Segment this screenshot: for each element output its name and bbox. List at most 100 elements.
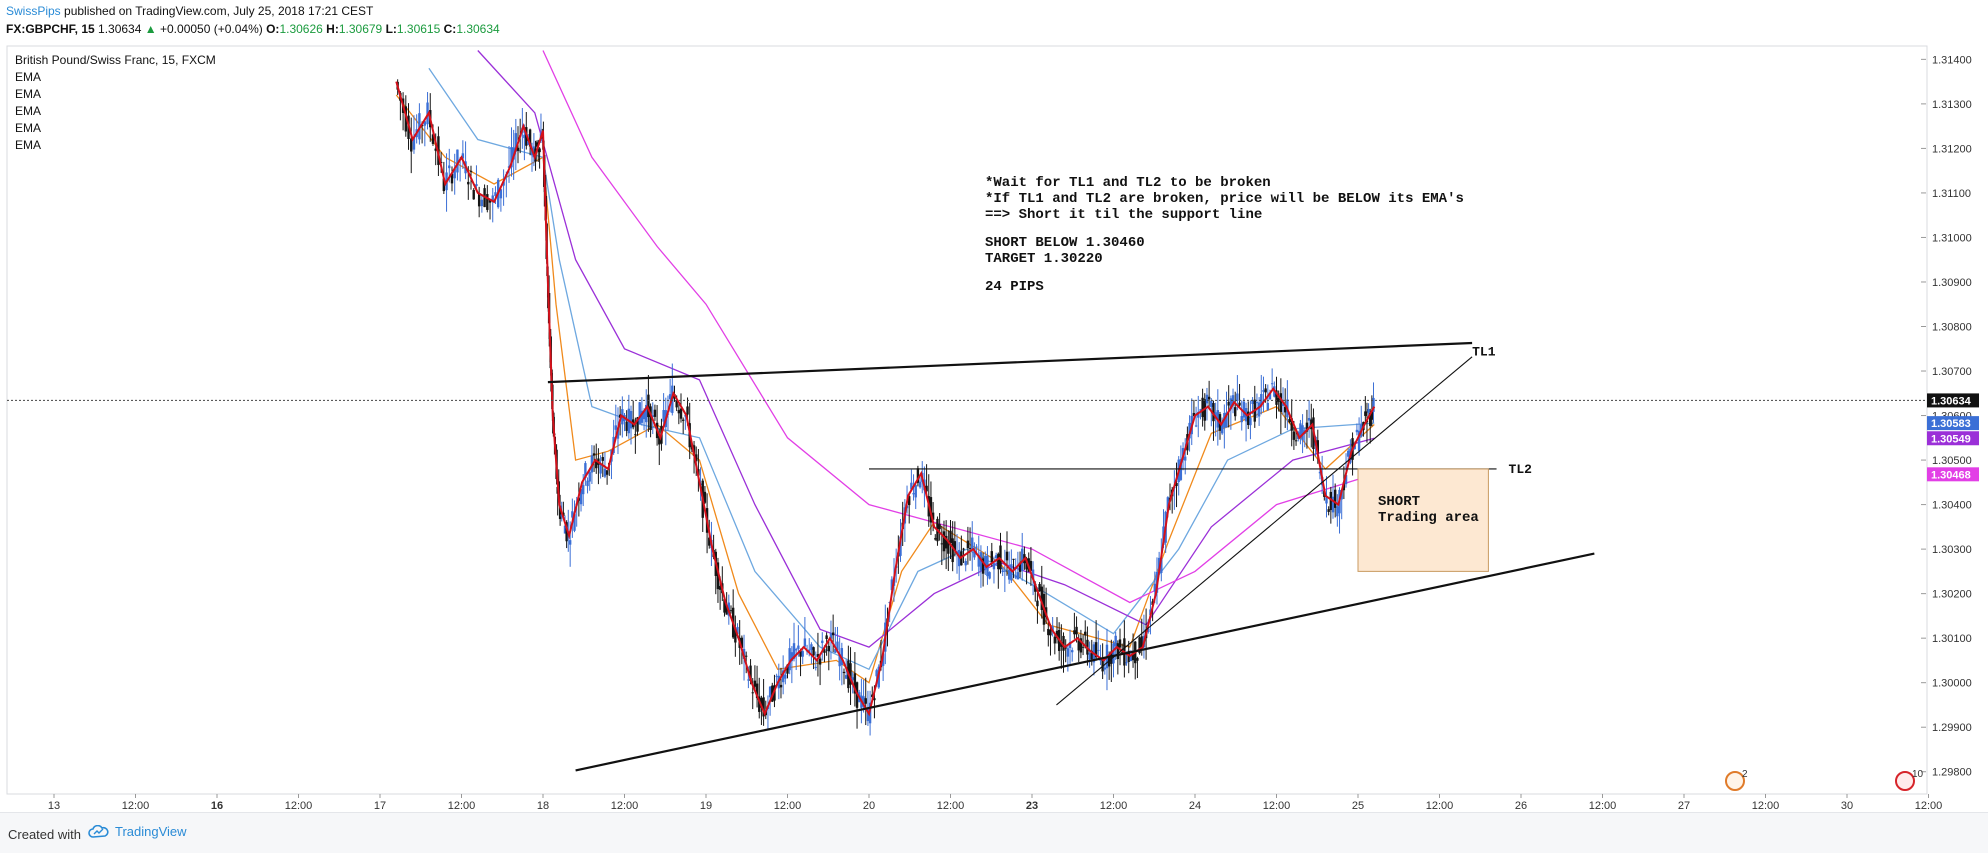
- price-tick-label: 1.30400: [1932, 500, 1972, 512]
- legend-ema-4[interactable]: EMA: [15, 121, 41, 135]
- candle-body: [775, 675, 778, 677]
- candle-body: [1079, 638, 1083, 653]
- price-axis[interactable]: 1.31400 1.31300 1.31200 1.31100 1.31000 1.309…: [1921, 54, 1979, 779]
- candle-body: [658, 435, 661, 445]
- candle-body: [1220, 422, 1224, 434]
- candle-body: [1242, 401, 1246, 418]
- ema-line-4: [542, 50, 1375, 604]
- legend-ema-5[interactable]: EMA: [15, 138, 41, 152]
- candle-body: [797, 645, 800, 649]
- candle-body: [1147, 628, 1150, 633]
- time-tick-label: 17: [374, 800, 386, 812]
- candle-body: [864, 698, 867, 704]
- candle-body: [1125, 662, 1128, 664]
- candle-body: [1255, 402, 1259, 404]
- price-tag: [1927, 393, 1979, 408]
- candle-body: [423, 121, 427, 126]
- candle-body: [472, 189, 475, 200]
- price-chart[interactable]: 1.31400 1.31300 1.31200 1.31100 1.31000 1.309…: [0, 40, 1988, 812]
- time-axis[interactable]: 13 12:00 16 12:00 17 12:00 18 12:00 19 12:00 20 12:…: [48, 794, 1942, 812]
- candle-body: [686, 406, 689, 415]
- legend-ema-1[interactable]: EMA: [15, 70, 41, 84]
- short-zone[interactable]: SHORT Trading area: [1357, 468, 1489, 572]
- event-badge-2-icon[interactable]: [1895, 771, 1915, 791]
- candle-body: [1227, 401, 1230, 406]
- event-badges[interactable]: 2 10: [1725, 769, 1924, 791]
- candle-body: [1307, 417, 1311, 421]
- tradingview-cloud-icon: [88, 824, 109, 838]
- candle-body: [1238, 402, 1241, 406]
- trendline-resistance[interactable]: [547, 341, 1473, 384]
- candle-body: [1329, 491, 1333, 511]
- short-zone-box[interactable]: [1357, 468, 1489, 572]
- candle-body: [1153, 583, 1156, 592]
- trendline-rising-trend[interactable]: [1056, 356, 1473, 706]
- open-label: O:: [266, 22, 280, 36]
- candle-body: [953, 541, 957, 551]
- time-tick-label: 26: [1515, 800, 1527, 812]
- candle-body: [1331, 496, 1335, 513]
- candle-body: [514, 133, 518, 152]
- candle-body: [448, 165, 451, 169]
- zone-label-short: SHORT: [1378, 494, 1420, 510]
- candle-body: [840, 648, 844, 666]
- candle-body: [827, 645, 830, 652]
- author-link[interactable]: SwissPips: [6, 4, 61, 18]
- candle-body: [1210, 400, 1213, 407]
- candle-body: [1336, 506, 1339, 517]
- candle-body: [1068, 642, 1072, 648]
- candle-body: [834, 649, 837, 653]
- candle-body: [988, 572, 991, 579]
- candle-body: [1327, 509, 1330, 512]
- chart-legend: British Pound/Swiss Franc, 15, FXCM EMA …: [15, 53, 216, 152]
- candle-body: [729, 610, 733, 612]
- candle-body: [491, 195, 494, 202]
- candle-body: [1294, 440, 1298, 442]
- legend-ema-3[interactable]: EMA: [15, 104, 41, 118]
- candle-body: [679, 408, 683, 419]
- candle-body: [736, 626, 739, 635]
- trade-note: *Wait for TL1 and TL2 to be broken *If T…: [985, 175, 1464, 295]
- candle-body: [584, 463, 587, 478]
- trendline-support[interactable]: [575, 552, 1595, 772]
- candle-body: [977, 555, 980, 567]
- candle-body: [1260, 394, 1263, 407]
- candle-body: [1066, 648, 1070, 657]
- candle-body: [1088, 653, 1091, 660]
- candle-body: [1367, 409, 1370, 413]
- candle-body: [1010, 564, 1013, 581]
- event-badge-1-count: 2: [1742, 769, 1748, 780]
- candle-body: [1038, 584, 1041, 592]
- candle-body: [614, 425, 618, 430]
- candle-body: [964, 561, 967, 566]
- price-tick-label: 1.30700: [1932, 366, 1972, 378]
- candle-body: [821, 640, 824, 644]
- candle-body: [1047, 628, 1050, 636]
- time-tick-label: 12:00: [285, 800, 313, 812]
- candle-body: [981, 558, 985, 574]
- candle-body: [1292, 431, 1296, 440]
- candle-body: [1264, 388, 1267, 393]
- event-badge-1-icon[interactable]: [1725, 771, 1745, 791]
- symbol-label: FX:GBPCHF, 15: [6, 22, 95, 36]
- candle-body: [1201, 397, 1204, 418]
- candle-body: [616, 427, 620, 439]
- candle-body: [1062, 635, 1065, 651]
- note-line-short-below: SHORT BELOW 1.30460: [985, 235, 1145, 251]
- tl1-label: TL1: [1472, 344, 1496, 359]
- candle-body: [1333, 489, 1337, 508]
- candle-body: [1234, 407, 1237, 417]
- footer-bar: Created with TradingView: [0, 812, 1988, 853]
- candle-body: [1103, 667, 1107, 670]
- candle-body: [510, 147, 513, 168]
- note-line-pips: 24 PIPS: [985, 279, 1044, 295]
- candle-body: [1288, 418, 1291, 422]
- candle-body: [992, 563, 996, 570]
- candle-body: [1231, 395, 1235, 406]
- candle-body: [647, 394, 650, 418]
- candle-body: [588, 472, 591, 482]
- tradingview-link[interactable]: TradingView: [88, 824, 187, 839]
- price-tick-label: 1.30100: [1932, 633, 1972, 645]
- candle-body: [668, 394, 672, 400]
- legend-ema-2[interactable]: EMA: [15, 87, 41, 101]
